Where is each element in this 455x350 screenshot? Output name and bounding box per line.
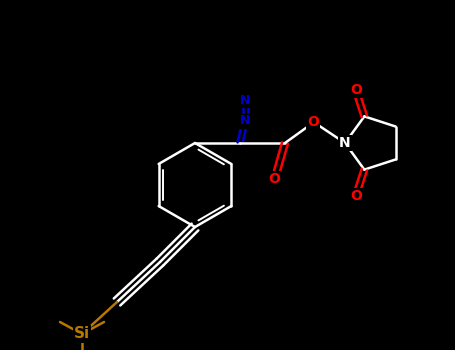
- Text: N: N: [339, 136, 351, 150]
- Text: O: O: [307, 115, 319, 129]
- Text: O: O: [268, 172, 280, 186]
- Text: N: N: [240, 93, 250, 106]
- Text: N: N: [240, 114, 250, 127]
- Text: Si: Si: [74, 327, 90, 342]
- Text: O: O: [350, 189, 362, 203]
- Text: O: O: [350, 83, 362, 97]
